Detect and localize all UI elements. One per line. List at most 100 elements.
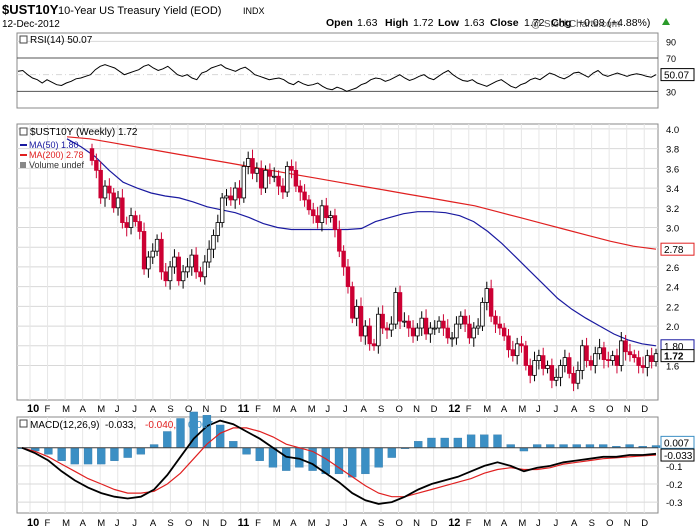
high-label: High bbox=[385, 17, 408, 29]
x-axis-top: 10 F M A M J J A S O N D 11 F M A M J J A S O N D 12 F M A M J J A S O N D bbox=[27, 403, 648, 415]
candle-body bbox=[267, 169, 273, 177]
x-tick-label: F bbox=[45, 404, 51, 415]
x-tick-label: M bbox=[62, 404, 70, 415]
macd-tick-label: -0.3 bbox=[666, 498, 682, 509]
macd-histogram-bar bbox=[374, 447, 383, 468]
x-tick-label: O bbox=[185, 404, 192, 415]
macd-histogram-bar bbox=[414, 441, 423, 448]
candle-body bbox=[458, 315, 463, 325]
candle-body bbox=[436, 320, 442, 329]
x-tick-label: J bbox=[115, 404, 120, 415]
x-tick-label: M bbox=[97, 404, 105, 415]
x-tick-label: A bbox=[571, 404, 578, 415]
candle-body bbox=[467, 323, 472, 339]
macd-histogram-bar bbox=[282, 447, 291, 471]
ma200-last-label-box bbox=[660, 242, 695, 256]
candle-body bbox=[410, 327, 416, 337]
x-tick-label: A bbox=[360, 518, 367, 529]
ohlc-summary: Open 1.63 High 1.72 Low 1.63 Close 1.72 … bbox=[326, 17, 650, 29]
x-tick-label: N bbox=[413, 404, 420, 415]
triangle-up-icon bbox=[662, 18, 670, 25]
macd-histogram-bar bbox=[387, 447, 396, 458]
candle-body bbox=[341, 250, 346, 268]
candle-body bbox=[185, 266, 190, 273]
close-value: 1.72 bbox=[524, 17, 545, 29]
macd-signal-line bbox=[21, 427, 657, 498]
candle-body bbox=[593, 353, 598, 366]
macd-histogram-bar bbox=[453, 437, 463, 448]
candle-body bbox=[562, 357, 568, 366]
x-tick-label: M bbox=[308, 404, 316, 415]
x-tick-label: A bbox=[80, 404, 87, 415]
rsi-legend: RSI(14) 50.07 bbox=[30, 35, 93, 46]
x-tick-label: A bbox=[150, 518, 157, 529]
x-tick-label: M bbox=[483, 518, 491, 529]
candle-body bbox=[298, 185, 303, 193]
ma200-line bbox=[66, 136, 657, 250]
candle-body bbox=[232, 187, 238, 201]
rsi-tick-label: 70 bbox=[666, 54, 676, 64]
candle-body bbox=[475, 325, 481, 329]
macd-histogram-bar bbox=[440, 437, 449, 448]
price-tick-label: 2.4 bbox=[666, 283, 679, 294]
x-tick-label: D bbox=[641, 518, 648, 529]
symbol: $UST10Y bbox=[2, 2, 59, 17]
candle-body bbox=[397, 292, 403, 322]
candle-body bbox=[610, 355, 615, 361]
candle-body bbox=[228, 195, 234, 201]
x-tick-label: J bbox=[343, 518, 348, 529]
candle-body bbox=[315, 215, 320, 223]
macd-histogram-bar bbox=[110, 447, 119, 461]
candle-body bbox=[653, 353, 659, 362]
macd-histogram-bar bbox=[44, 447, 53, 455]
x-tick-label: J bbox=[554, 404, 559, 415]
macd-tick-label: -0.2 bbox=[666, 480, 682, 491]
x-tick-label: J bbox=[132, 518, 137, 529]
candle-body bbox=[107, 185, 112, 194]
x-tick-label: J bbox=[115, 518, 120, 529]
macd-histogram-bar bbox=[480, 434, 489, 448]
x-tick-label: S bbox=[589, 518, 595, 529]
candle-body bbox=[345, 266, 351, 288]
macd-histogram-bar bbox=[136, 447, 146, 455]
candle-body bbox=[580, 345, 585, 371]
candle-body bbox=[402, 320, 407, 323]
candle-body bbox=[241, 165, 247, 199]
candle-body bbox=[415, 327, 420, 337]
candle-body bbox=[432, 327, 437, 330]
macd-hist-last-label: 0.007 bbox=[664, 438, 689, 449]
price-tick-label: 2.2 bbox=[666, 302, 679, 313]
candle-body bbox=[423, 317, 429, 335]
candle-body bbox=[545, 365, 550, 369]
price-legend-swatch bbox=[19, 127, 28, 136]
x-tick-label: J bbox=[132, 404, 137, 415]
macd-histogram-bar bbox=[242, 447, 251, 455]
x-tick-label: A bbox=[80, 518, 87, 529]
open-label: Open bbox=[326, 17, 353, 29]
macd-line bbox=[21, 419, 657, 505]
macd-histogram-bar bbox=[176, 418, 185, 448]
candle-body bbox=[519, 343, 524, 347]
price-panel: 4.03.83.63.43.23.02.82.62.42.22.01.81.6$… bbox=[16, 123, 695, 401]
macd-histogram-bar bbox=[361, 447, 370, 475]
candle-body bbox=[384, 327, 390, 331]
rsi-tick-label: 90 bbox=[666, 37, 676, 47]
candle-body bbox=[311, 209, 316, 217]
candle-body bbox=[141, 231, 147, 270]
candle-body bbox=[536, 355, 542, 361]
candle-body bbox=[289, 165, 294, 171]
candle-body bbox=[224, 195, 229, 199]
x-tick-label: S bbox=[378, 518, 384, 529]
candle-body bbox=[488, 288, 494, 317]
x-tick-label: A bbox=[290, 518, 297, 529]
close-label: Close bbox=[490, 17, 519, 29]
candle-body bbox=[154, 238, 160, 252]
macd-histogram-bar bbox=[229, 441, 238, 448]
macd-histogram-bar bbox=[348, 447, 357, 478]
x-tick-label: O bbox=[606, 518, 613, 529]
x-tick-label: D bbox=[220, 404, 227, 415]
x-tick-label: F bbox=[466, 518, 472, 529]
x-tick-label: O bbox=[185, 518, 192, 529]
candle-body bbox=[636, 357, 641, 366]
